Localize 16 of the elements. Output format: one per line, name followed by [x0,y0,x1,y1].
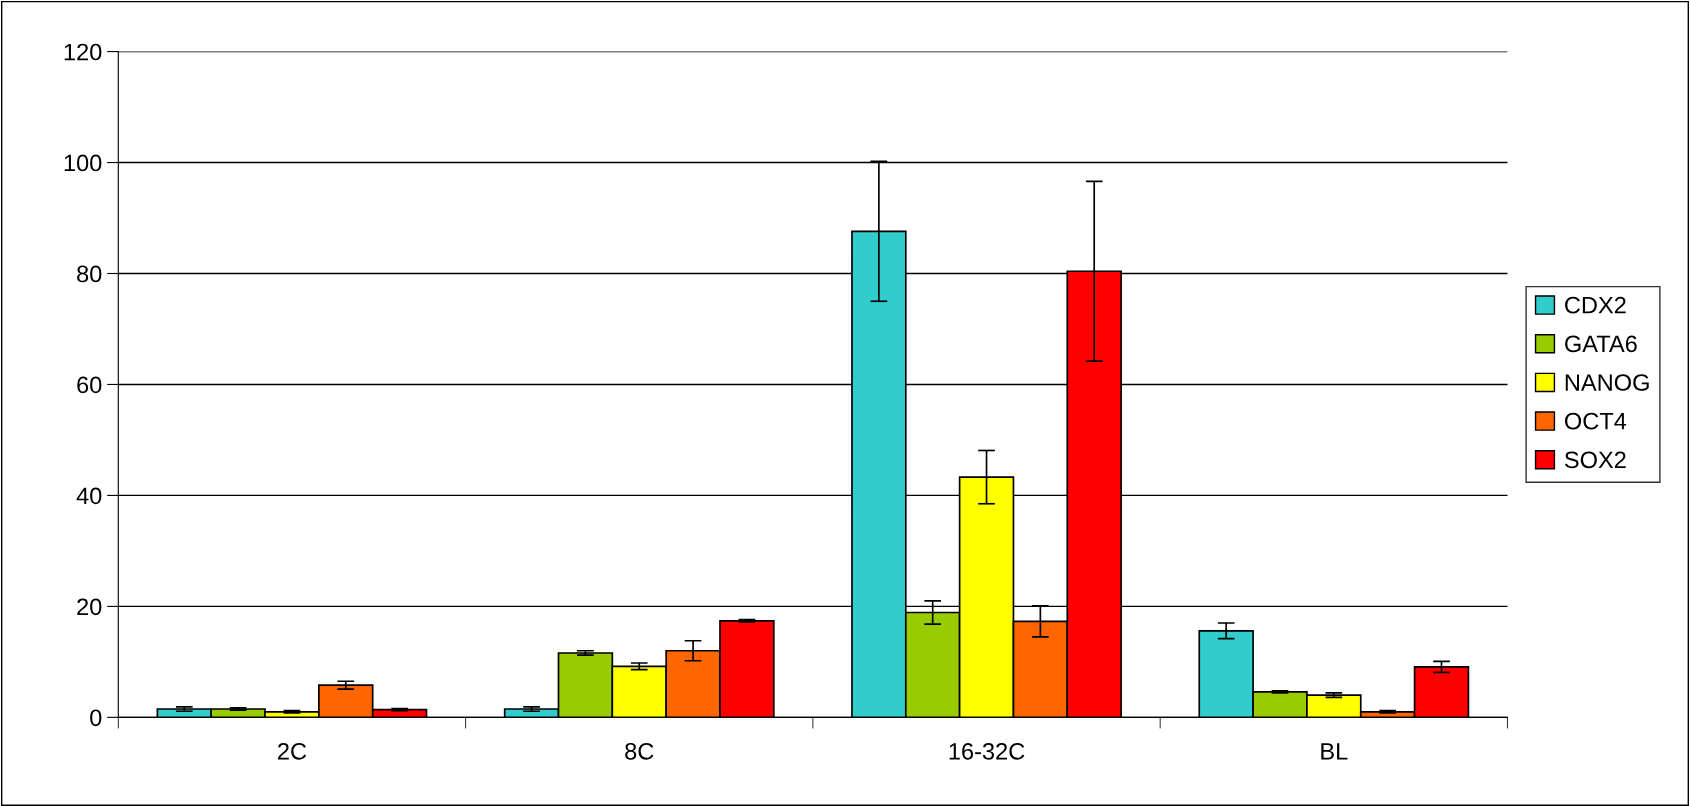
y-tick-label: 20 [77,598,102,616]
legend-label: NANOG [1565,374,1649,391]
y-tick-label: 0 [90,709,102,727]
legend-label: CDX2 [1565,296,1626,314]
legend-label: SOX2 [1564,451,1626,469]
x-tick-label: BL [1321,743,1348,760]
y-tick-label: 100 [64,154,102,172]
y-tick-label: 40 [76,487,102,505]
x-tick-label: 16-32C [949,742,1025,760]
y-tick-label: 120 [64,43,102,61]
y-tick-label: 60 [77,376,102,394]
legend-label: OCT4 [1564,412,1627,430]
x-tick-label: 8C [625,742,654,760]
legend-label: GATA6 [1565,335,1637,353]
x-tick-label: 2C [278,742,307,760]
y-tick-label: 80 [77,265,102,283]
